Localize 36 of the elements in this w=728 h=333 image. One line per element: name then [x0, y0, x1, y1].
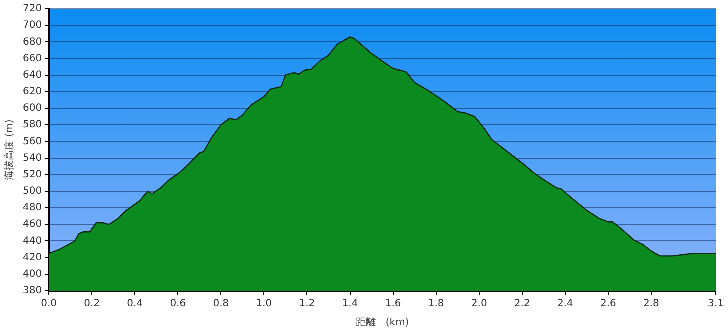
y-tick-label: 400: [22, 269, 42, 280]
x-tick-label: 1.0: [256, 298, 272, 310]
x-tick-label: 2.6: [600, 298, 616, 310]
x-tick-label: 0.0: [41, 298, 58, 310]
y-tick-label: 620: [22, 86, 42, 98]
x-tick-label: 1.6: [385, 298, 402, 310]
y-tick-label: 560: [22, 136, 42, 148]
y-tick-label: 540: [22, 152, 42, 164]
y-tick-label: 520: [22, 169, 42, 180]
x-tick-label: 3.1: [708, 298, 724, 310]
x-tick-label: 0.8: [213, 298, 230, 310]
y-tick-label: 380: [22, 286, 42, 297]
x-tick-label: 1.8: [428, 298, 444, 310]
y-tick-label: 720: [22, 4, 42, 15]
y-tick-label: 700: [22, 20, 42, 32]
x-tick-label: 1.2: [299, 298, 316, 310]
y-tick-label: 640: [22, 70, 42, 81]
x-tick-label: 1.4: [342, 298, 358, 310]
x-tick-label: 2.4: [557, 298, 574, 310]
y-tick-label: 440: [22, 236, 42, 247]
y-tick-label: 500: [22, 186, 42, 198]
y-tick-label: 460: [22, 219, 42, 230]
x-axis-title: 距離 (km): [356, 316, 410, 329]
y-axis-title: 海拔高度 (m): [4, 120, 16, 180]
y-tick-label: 580: [22, 120, 42, 131]
y-tick-label: 600: [22, 103, 42, 114]
x-tick-label: 0.6: [170, 298, 186, 310]
x-tick-label: 2.8: [644, 298, 660, 310]
y-tick-label: 680: [22, 36, 42, 48]
y-tick-label: 660: [22, 53, 42, 64]
x-tick-label: 2.0: [471, 298, 488, 310]
x-tick-label: 0.4: [127, 298, 144, 310]
x-tick-label: 2.2: [514, 298, 530, 310]
y-tick-label: 480: [22, 202, 42, 214]
x-tick-label: 0.2: [84, 298, 100, 310]
y-tick-label: 420: [22, 252, 42, 264]
